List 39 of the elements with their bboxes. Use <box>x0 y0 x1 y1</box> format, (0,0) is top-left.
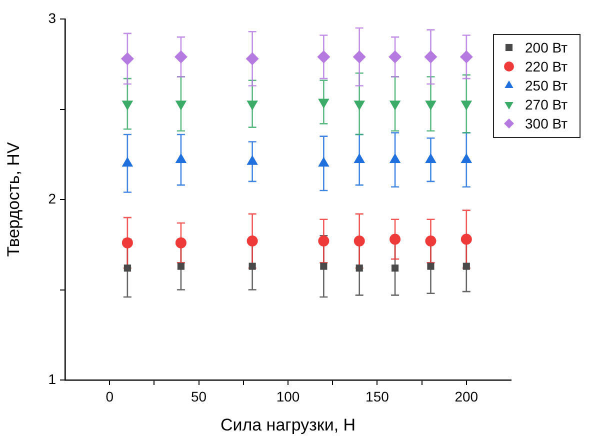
point <box>427 262 434 270</box>
point <box>120 52 134 66</box>
point <box>462 262 470 270</box>
point <box>425 236 436 247</box>
legend-label: 270 Вт <box>525 96 568 112</box>
point <box>174 50 188 64</box>
legend-label: 200 Вт <box>525 39 568 56</box>
x-tick-label: 200 <box>454 388 478 404</box>
point <box>317 50 330 64</box>
legend-label: 250 Вт <box>525 77 568 94</box>
x-tick-label: 50 <box>191 388 207 404</box>
point <box>354 236 365 247</box>
point <box>460 234 472 245</box>
legend-label: 300 Вт <box>525 115 568 132</box>
point <box>390 234 401 245</box>
point <box>177 262 184 270</box>
point <box>424 50 438 64</box>
y-axis-title: Твердость, HV <box>4 142 23 257</box>
point <box>122 237 133 248</box>
point <box>320 262 328 270</box>
point <box>246 236 258 247</box>
y-tick-label: 3 <box>48 10 56 26</box>
legend-label: 220 Вт <box>525 58 568 74</box>
point <box>388 50 402 64</box>
point <box>246 52 259 66</box>
y-tick-label: 2 <box>48 190 56 206</box>
point <box>356 264 363 272</box>
point <box>248 262 256 270</box>
point <box>352 50 366 64</box>
point <box>392 264 399 272</box>
point <box>175 237 186 248</box>
x-axis-title: Сила нагрузки, Н <box>220 415 356 434</box>
point <box>124 264 131 272</box>
x-tick-label: 0 <box>106 388 114 404</box>
x-tick-label: 100 <box>276 388 300 404</box>
y-tick-label: 1 <box>48 370 56 387</box>
point <box>318 236 330 247</box>
point <box>460 50 473 64</box>
x-tick-label: 150 <box>366 388 390 404</box>
